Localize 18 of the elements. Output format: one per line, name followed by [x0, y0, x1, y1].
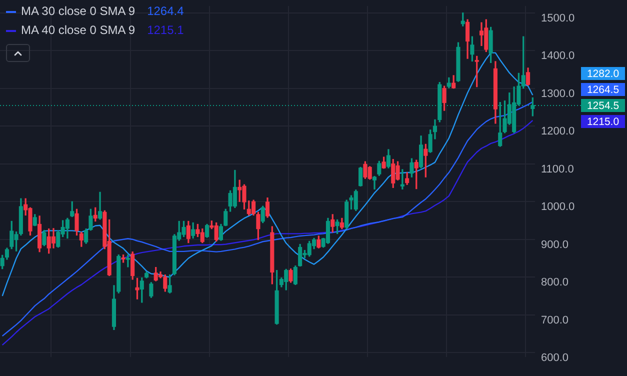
- y-tick-label: 700.0: [541, 314, 569, 326]
- y-tick-label: 1000.0: [541, 201, 575, 214]
- annotation: 1215.1: [147, 22, 184, 39]
- y-tick-label: 1400.0: [541, 50, 575, 62]
- text: 1264.5: [586, 84, 620, 96]
- y-tick-label: 1200.0: [541, 126, 575, 138]
- y-tick-label: 1300.0: [541, 88, 575, 100]
- legend-label: MA 40 close 0 SMA 9: [21, 22, 136, 39]
- ref-line-label: 1254.5: [586, 100, 620, 112]
- y-tick-label: 1500.0: [541, 12, 575, 24]
- text: 1282.0: [586, 68, 620, 80]
- annotation: 1264.4: [147, 3, 184, 20]
- legend-label: MA 30 close 0 SMA 9: [21, 3, 136, 20]
- y-tick-label: 900.0: [541, 238, 569, 251]
- y-tick-label: 1100.0: [541, 163, 574, 176]
- text: 1215.0: [586, 116, 620, 128]
- y-tick-label: 800.0: [541, 276, 569, 289]
- y-tick-label: 600.0: [541, 352, 569, 364]
